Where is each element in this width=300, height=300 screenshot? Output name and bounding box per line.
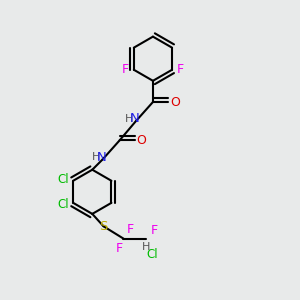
Text: F: F [151,224,158,237]
Text: F: F [122,63,129,76]
Text: F: F [116,242,123,254]
Text: O: O [136,134,146,147]
Text: Cl: Cl [57,198,69,211]
Text: S: S [99,220,108,233]
Text: Cl: Cl [146,248,158,261]
Text: H: H [141,242,150,253]
Text: F: F [126,223,134,236]
Text: H: H [92,152,100,162]
Text: F: F [177,63,184,76]
Text: N: N [130,112,140,125]
Text: N: N [97,151,106,164]
Text: H: H [125,114,134,124]
Text: O: O [170,95,180,109]
Text: Cl: Cl [57,173,69,186]
